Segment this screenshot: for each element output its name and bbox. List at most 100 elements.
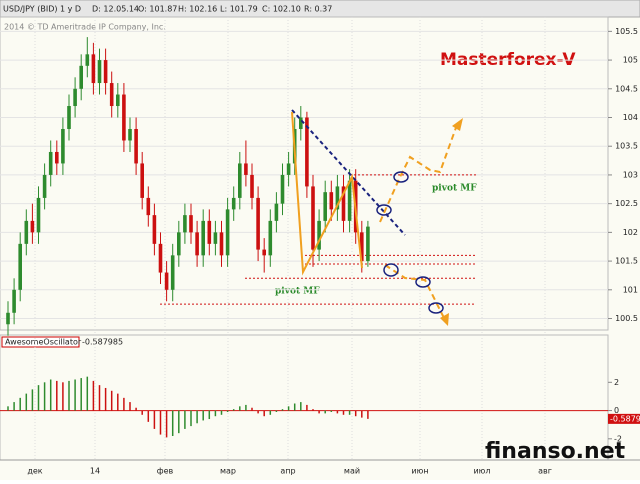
x-tick-label: май [344,467,360,476]
candle-body [360,232,364,262]
candle-body [207,220,212,244]
y-tick-label: 101 [623,285,638,294]
y-tick-label: 103 [623,170,638,179]
x-tick-label: июл [473,467,490,476]
candle-body [238,163,242,198]
close: C: 102.10 [262,5,301,14]
marker [415,276,431,288]
open: O: 101.87 [138,5,177,14]
osc-last: -0.587985 [82,338,123,347]
date: D: 12.05.14 [92,5,139,14]
x-tick-label: 14 [90,467,100,476]
candle-body [24,220,29,244]
candle-body [189,215,193,233]
candle-body [274,203,279,221]
osc-label-box [1,336,80,348]
candle-body [91,54,96,84]
candle-body [231,197,236,210]
candle-body [299,117,303,129]
pattern [291,111,363,276]
x-tick-label: дек [27,467,42,476]
candle-body [6,312,10,325]
x-tick-label: авг [538,467,552,476]
candle-body [347,180,352,221]
copyright: 2014 © TD Ameritrade IP Company, Inc. [4,23,166,32]
candle-body [329,192,334,210]
candle-body [42,174,47,198]
candle-body [134,128,138,164]
candle-body [116,94,120,107]
osc-title: AwesomeOscillator [5,338,82,347]
marker [383,263,399,277]
y-tick-label: 103.5 [615,142,638,151]
forecast [291,109,463,326]
x-tick-label: июн [411,467,428,476]
candle-body [55,151,59,164]
arrow-head [452,118,463,131]
marker [428,302,444,314]
main-frame [0,16,609,331]
candle-body [67,106,71,129]
candle-body [12,289,16,313]
arrow-head [440,313,449,326]
high: H: 102.16 [178,5,217,14]
y-tick-label: 2 [614,378,619,387]
y-tick-label: 102 [623,228,638,237]
candle-body [36,197,41,233]
y-tick-label: 102.5 [615,199,638,208]
value-label-box [608,413,640,424]
pivot-label: pivot MF [432,184,477,194]
candle-body [225,209,230,256]
candle-body [146,197,151,216]
low: L: 101.79 [220,5,258,14]
candle-body [61,128,65,164]
candle-body [317,220,321,250]
candle-body [30,220,35,233]
candle-body [158,243,163,273]
x-tick-label: фев [157,467,174,476]
candle-body [109,83,114,107]
candle-body [219,232,224,256]
candle-body [85,54,90,66]
candle-body [262,249,266,256]
candle-body [256,197,260,250]
candle-body [164,272,169,290]
candle-body [73,88,77,107]
candle-body [122,94,126,141]
forecast-down [384,264,446,321]
x-tick-label: апр [280,467,295,476]
y-tick-label: 100.5 [615,314,638,323]
candle-body [97,60,102,84]
range: R: 0.37 [304,5,332,14]
candle-body [305,117,309,187]
candle-body [280,174,285,204]
candle-body [341,186,346,221]
candle-body [48,151,53,175]
candle-body [18,243,22,290]
candle-body [268,220,273,256]
candle-body [366,226,370,262]
y-tick-label: 104.5 [615,84,638,93]
candle-body [140,163,144,198]
pivot-label: pivot MF [275,287,320,297]
candle-body [201,220,205,256]
value-label: -0.5879 [610,414,640,423]
candle-body [177,232,181,256]
y-tick-label: 104 [623,113,638,122]
candle-body [183,215,187,233]
x-tick-label: мар [220,467,236,476]
candle-body [286,163,291,175]
symbol: USD/JPY (BID) 1 y D [3,5,81,14]
candle-body [323,192,327,221]
candle-body [311,186,315,250]
y-tick-label: 105 [623,56,638,65]
candle-body [335,186,340,210]
candle-body [170,255,175,290]
marker [393,171,409,183]
candle-body [103,60,108,84]
candle-body [128,128,132,141]
y-tick-label: 101.5 [615,257,638,266]
watermark: finanso.net [485,439,626,464]
